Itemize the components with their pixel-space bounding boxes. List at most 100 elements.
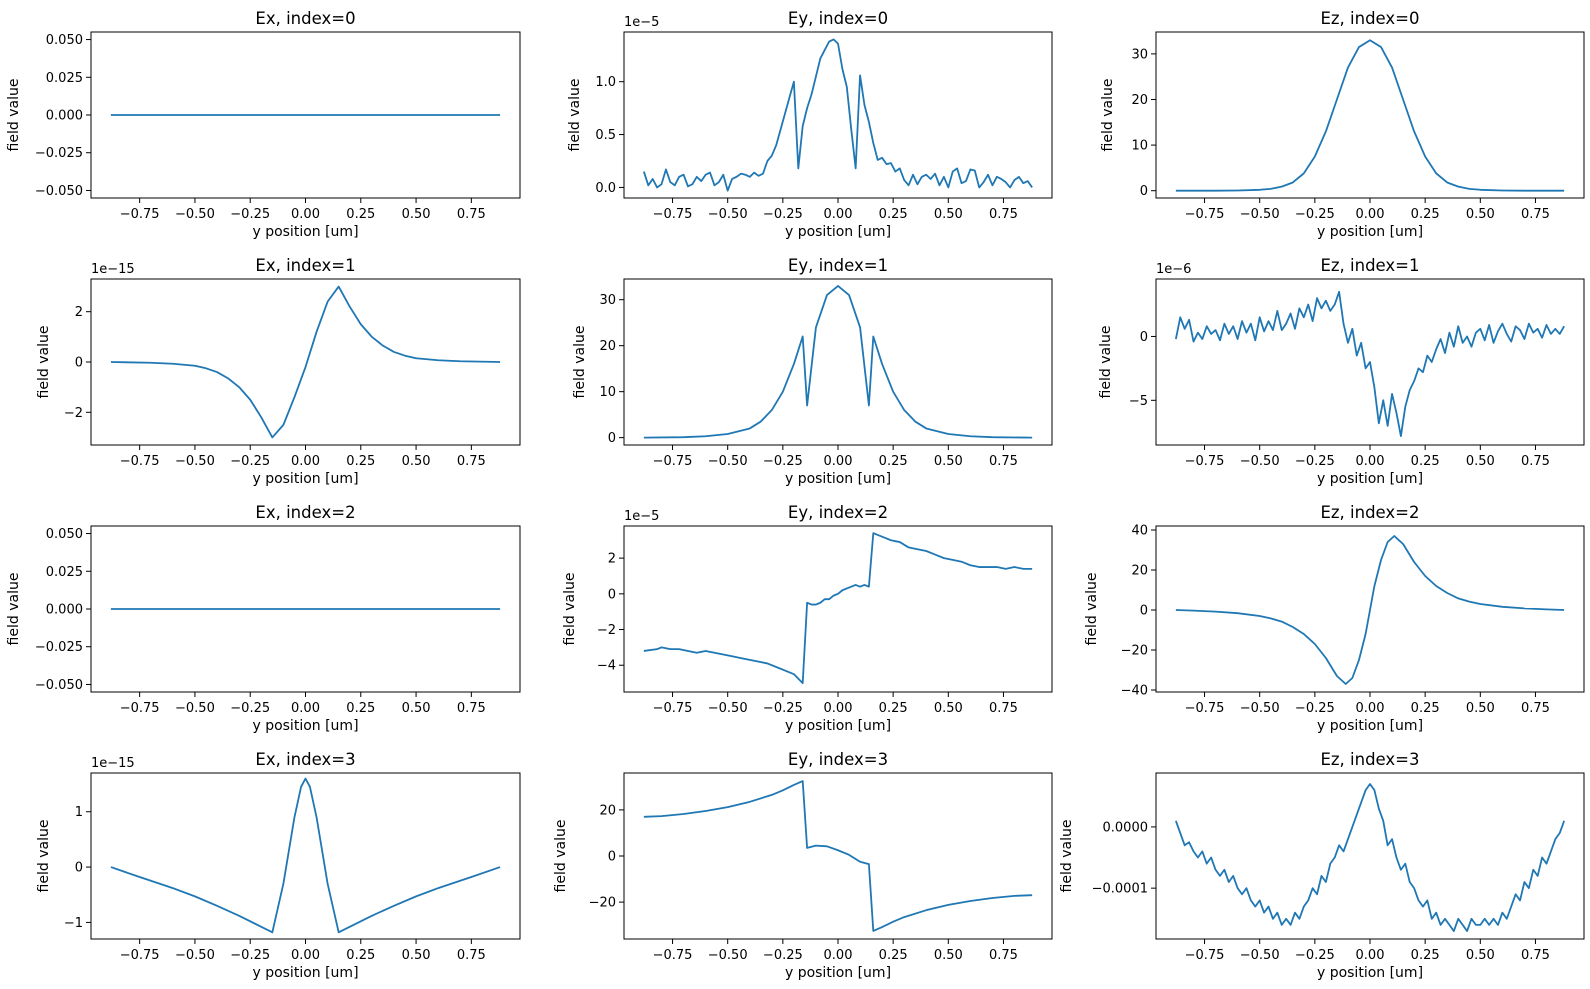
subplot-4-title: Ex, index=1 [255,256,355,275]
subplot-7-x-tick-label: 0.25 [346,701,375,716]
subplot-1-y-tick-label: 0.025 [46,71,83,86]
subplot-11-y-tick-label: 0 [608,850,616,865]
subplot-8-x-tick-label: −0.50 [708,701,748,716]
subplot-5-y-axis-label: field value [572,326,588,399]
subplot-3-x-tick-label: 0.75 [1521,207,1550,222]
subplot-7-x-tick-label: 0.50 [402,701,431,716]
subplot-6-offset-text: 1e−6 [1156,262,1191,277]
subplot-2-y-tick-label: 0.5 [595,128,616,143]
subplot-12-x-tick-label: −0.25 [1295,948,1335,963]
subplot-8-y-tick-label: −2 [597,623,616,638]
subplot-9-x-tick-label: −0.75 [1185,701,1225,716]
subplot-3-y-axis-label: field value [1100,79,1116,152]
subplot-8-y-tick-label: −4 [597,659,616,674]
subplot-4-x-tick-label: −0.50 [175,454,215,469]
subplot-5-y-tick-label: 20 [599,339,616,354]
subplot-10-offset-text: 1e−15 [91,756,135,771]
subplot-9-y-tick-label: 0 [1140,604,1148,619]
subplot-7-x-tick-label: −0.50 [175,701,215,716]
subplot-8-x-tick-label: −0.75 [653,701,693,716]
subplot-6-x-tick-label: 0.00 [1356,454,1385,469]
subplot-6-y-tick-label: −5 [1129,394,1148,409]
subplot-6-x-tick-label: −0.50 [1240,454,1280,469]
subplot-7-x-tick-label: 0.75 [457,701,486,716]
subplot-4-y-tick-label: −2 [64,406,83,421]
subplot-9-y-tick-label: −40 [1121,684,1148,699]
subplot-8-x-tick-label: 0.25 [879,701,908,716]
subplot-11-title: Ey, index=3 [788,750,888,769]
subplot-11-x-tick-label: 0.50 [934,948,963,963]
subplot-3-y-tick-label: 10 [1131,139,1148,154]
subplot-7-y-tick-label: 0.000 [46,603,83,618]
subplot-8-offset-text: 1e−5 [624,509,659,524]
subplot-5-x-tick-label: −0.50 [708,454,748,469]
subplot-7-y-axis-label: field value [6,573,22,646]
subplot-11-y-axis-label: field value [553,820,569,893]
subplot-8-x-tick-label: −0.25 [763,701,803,716]
subplot-6-title: Ez, index=1 [1320,256,1419,275]
subplot-11-x-tick-label: −0.25 [763,948,803,963]
subplot-8-x-tick-label: 0.00 [824,701,853,716]
subplot-1-y-tick-label: −0.050 [35,184,83,199]
subplot-5-x-tick-label: 0.25 [879,454,908,469]
subplot-12-x-tick-label: 0.25 [1411,948,1440,963]
subplot-2-y-tick-label: 0.0 [595,181,616,196]
subplot-1-x-tick-label: −0.75 [120,207,160,222]
subplot-10-y-axis-label: field value [36,820,52,893]
subplot-6-y-axis-label: field value [1098,326,1114,399]
subplot-9-x-tick-label: 0.75 [1521,701,1550,716]
subplot-5-series-line-1 [643,284,1033,439]
subplot-6-x-tick-label: 0.50 [1466,454,1495,469]
subplot-3-y-tick-label: 0 [1140,184,1148,199]
subplot-12-x-tick-label: −0.75 [1185,948,1225,963]
subplot-7-y-tick-label: 0.025 [46,565,83,580]
subplot-9-x-tick-label: −0.25 [1295,701,1335,716]
subplot-1-x-tick-label: −0.50 [175,207,215,222]
subplot-2-x-tick-label: 0.00 [824,207,853,222]
subplot-6-x-axis-label: y position [um] [1317,471,1423,487]
subplot-2-x-tick-label: −0.75 [653,207,693,222]
subplot-6-y-tick-label: 0 [1140,330,1148,345]
subplot-1-y-axis-label: field value [6,79,22,152]
subplot-4-x-tick-label: 0.75 [457,454,486,469]
subplot-3-y-tick-label: 30 [1131,47,1148,62]
subplot-8-x-tick-label: 0.75 [989,701,1018,716]
subplot-10-y-tick-label: −1 [64,916,83,931]
subplot-10-x-tick-label: −0.25 [230,948,270,963]
subplot-4-y-axis-label: field value [36,326,52,399]
subplot-4-x-tick-label: −0.75 [120,454,160,469]
subplot-7-y-tick-label: 0.050 [46,527,83,542]
subplot-10-y-tick-label: 1 [75,805,83,820]
subplot-1-x-tick-label: 0.50 [402,207,431,222]
subplot-7-x-axis-label: y position [um] [252,718,358,734]
subplot-11-x-tick-label: 0.25 [879,948,908,963]
subplot-5-x-tick-label: 0.00 [824,454,853,469]
subplot-2-x-tick-label: 0.75 [989,207,1018,222]
subplot-2-x-tick-label: −0.25 [763,207,803,222]
subplot-11-x-axis-label: y position [um] [785,965,891,981]
subplot-1-title: Ex, index=0 [255,9,355,28]
subplot-11-x-tick-label: −0.50 [708,948,748,963]
subplot-2-series-line-1 [643,38,1033,192]
subplot-9-series-line-1 [1175,535,1565,685]
subplot-6-x-tick-label: 0.25 [1411,454,1440,469]
subplot-12-series-line-1 [1175,783,1565,932]
subplot-5-y-tick-label: 10 [599,385,616,400]
subplot-5-x-tick-label: −0.75 [653,454,693,469]
subplot-11-series-line-1 [643,780,1033,932]
subplot-8-y-tick-label: 2 [608,552,616,567]
subplot-11-y-tick-label: −20 [589,896,616,911]
subplot-7-x-tick-label: 0.00 [291,701,320,716]
subplot-10-x-tick-label: 0.00 [291,948,320,963]
subplot-10-x-axis-label: y position [um] [252,965,358,981]
subplot-1-x-tick-label: 0.25 [346,207,375,222]
subplot-3-series-line-1 [1175,39,1565,192]
subplot-1-x-tick-label: 0.75 [457,207,486,222]
subplot-5-title: Ey, index=1 [788,256,888,275]
subplot-12-x-tick-label: −0.50 [1240,948,1280,963]
subplot-4-offset-text: 1e−15 [91,262,135,277]
subplot-8-x-axis-label: y position [um] [785,718,891,734]
subplot-9-x-tick-label: 0.50 [1466,701,1495,716]
